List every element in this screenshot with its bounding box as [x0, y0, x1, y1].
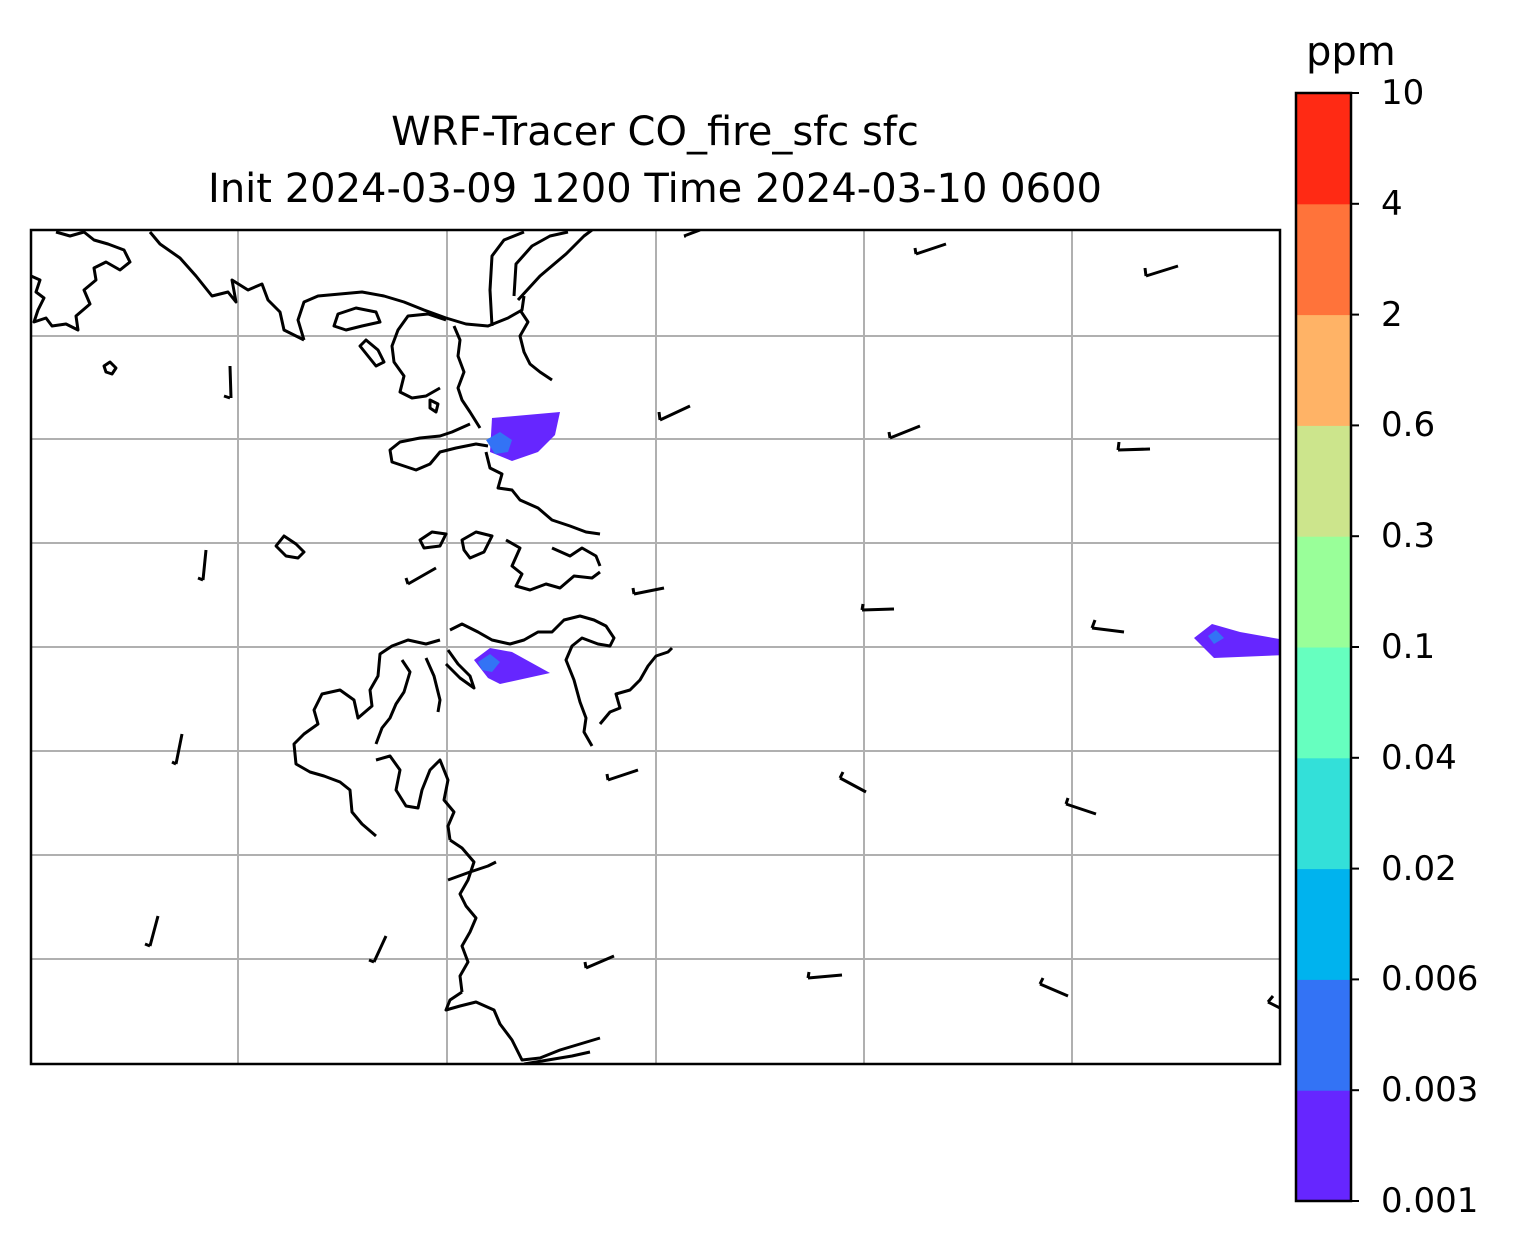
wind-barb	[657, 404, 691, 422]
plume-east-core	[1208, 630, 1224, 644]
wind-barb	[605, 768, 639, 782]
coastline-island-a	[332, 306, 382, 332]
colorbar	[1296, 92, 1359, 1202]
coastline-small-island	[358, 338, 386, 368]
plume-north-core	[486, 432, 512, 454]
coastline-islands-mid-2	[460, 530, 494, 560]
coastline-inlet	[296, 290, 526, 341]
gridlines	[31, 230, 1280, 1064]
wind-barb	[223, 365, 233, 400]
colorbar-band	[1296, 536, 1351, 648]
plume-east	[1194, 624, 1280, 658]
coastline-peninsula	[452, 325, 482, 429]
wind-barb	[583, 954, 615, 970]
coastlines	[31, 230, 674, 1064]
tracer-plumes	[474, 412, 1280, 684]
coastline-channel-east	[512, 230, 569, 297]
coastline-south-shore-2	[523, 1050, 591, 1064]
wind-barb	[887, 424, 921, 440]
colorbar-tick-label: 0.3	[1381, 516, 1436, 557]
coastline-lower-channel	[444, 649, 476, 690]
wind-barb	[631, 586, 665, 596]
colorbar-tick-label: 2	[1381, 294, 1403, 335]
wind-barb	[806, 971, 843, 980]
colorbar-tick-label: 0.006	[1381, 959, 1479, 1000]
coastline-northwest-2	[148, 231, 305, 342]
wind-barb	[860, 603, 895, 612]
wind-barb	[197, 549, 208, 582]
colorbar-tick-label: 0.02	[1381, 848, 1457, 889]
colorbar-tick-label: 0.1	[1381, 627, 1436, 667]
colorbar-tick-label: 0.003	[1381, 1070, 1479, 1111]
coastline-islands-mid	[418, 530, 448, 550]
plume-middle-core	[478, 654, 500, 672]
colorbar-band	[1296, 868, 1351, 980]
coastline-south-1	[375, 754, 456, 841]
colorbar-band	[1296, 757, 1351, 870]
wind-barb	[404, 566, 437, 586]
coastline-northwest	[31, 230, 132, 332]
wind-barb	[913, 242, 947, 256]
colorbar-unit: ppm	[1306, 29, 1396, 75]
coastline-south-3	[447, 860, 497, 882]
wind-barb	[368, 935, 388, 964]
coastline-island-b	[274, 534, 306, 560]
colorbar-band	[1296, 1090, 1351, 1202]
coastline-middle-2	[428, 398, 440, 414]
colorbar-band	[1296, 93, 1351, 205]
coastline-lower-west	[292, 638, 441, 838]
coastline-mid-shore	[505, 538, 601, 592]
map-title: WRF-Tracer CO_fire_sfc sfc	[391, 109, 919, 155]
colorbar-band	[1296, 979, 1351, 1091]
wind-barb	[1143, 264, 1179, 278]
coastline-fjord	[390, 312, 447, 400]
colorbar-band	[1296, 425, 1351, 537]
wind-barbs	[144, 230, 1280, 1010]
wind-barb	[171, 733, 184, 766]
wind-barb	[1038, 977, 1069, 998]
coastline-channel-west	[488, 230, 525, 327]
map-frame	[29, 228, 1282, 1066]
coastline-lower-delta	[449, 614, 616, 747]
colorbar-tick-label: 0.04	[1381, 737, 1457, 778]
colorbar-band	[1296, 314, 1351, 426]
colorbar-tick-label: 10	[1381, 73, 1425, 113]
coastline-east-shore	[518, 309, 553, 382]
colorbar-tick-label: 0.001	[1381, 1181, 1479, 1221]
coastline-middle-west	[388, 422, 489, 472]
wind-barb	[144, 915, 160, 948]
wind-barb	[838, 771, 867, 794]
coastline-lower-inner	[374, 659, 412, 745]
wind-barb	[1266, 995, 1280, 1010]
map-subtitle: Init 2024-03-09 1200 Time 2024-03-10 060…	[208, 166, 1102, 212]
colorbar-tick-label: 4	[1381, 183, 1403, 224]
coastline-mid-shore-2	[551, 546, 602, 567]
colorbar-frame	[1294, 91, 1353, 1203]
coastline-lower-inner-2	[424, 657, 442, 713]
wind-barb	[1064, 797, 1097, 816]
wind-barb	[1116, 441, 1151, 452]
coastline-south-2	[449, 838, 478, 993]
coastline-middle-1	[484, 451, 601, 536]
wind-barb	[1090, 619, 1125, 634]
colorbar-band	[1296, 203, 1351, 316]
colorbar-band	[1296, 647, 1351, 759]
coastline-south-shore	[444, 990, 601, 1062]
colorbar-tick-label: 0.6	[1381, 405, 1436, 446]
coastline-lower-delta-2	[598, 646, 674, 725]
coastline-dot	[102, 360, 118, 376]
coastline-channel-east-2	[516, 230, 593, 302]
